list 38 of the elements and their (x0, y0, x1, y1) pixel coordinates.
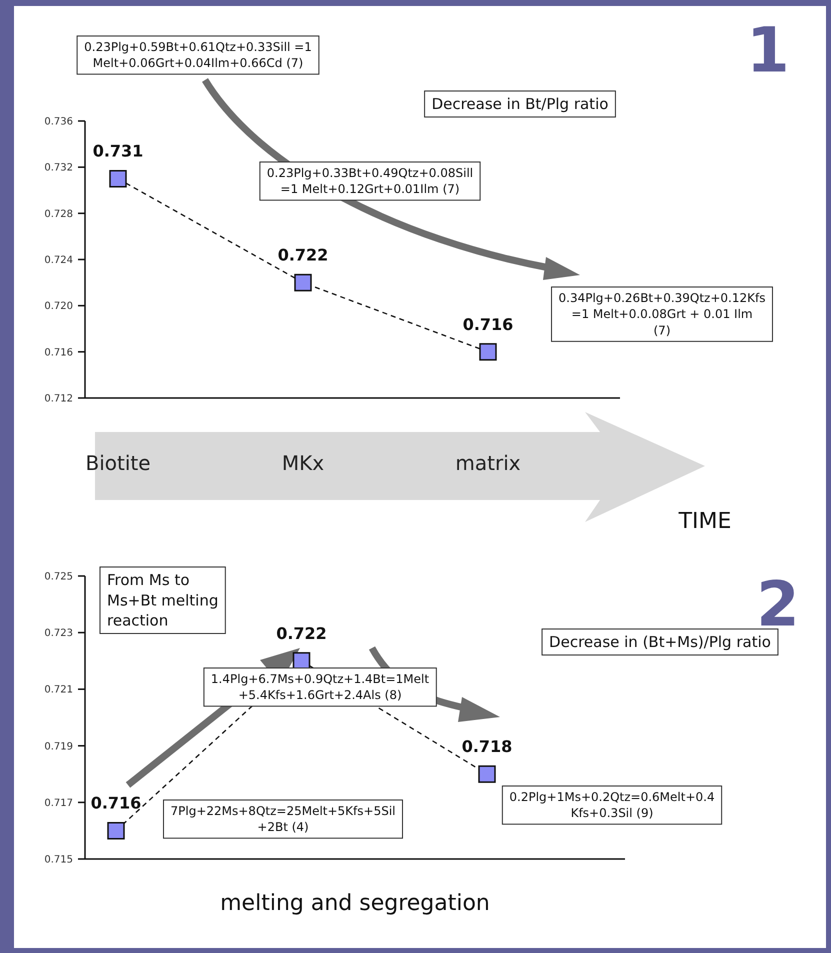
y-tick-label: 0.717 (44, 798, 73, 809)
y-tick-label: 0.725 (44, 572, 73, 582)
y-tick-label: 0.721 (44, 684, 73, 696)
y-tick-label: 0.723 (44, 628, 73, 640)
data-label: 0.722 (276, 624, 327, 643)
point (478, 765, 496, 783)
data-label: 0.731 (92, 142, 144, 161)
y-tick-label: 0.719 (44, 741, 73, 752)
data-label: 0.716 (90, 794, 142, 813)
x-axis-title: TIME (678, 509, 732, 534)
x-tick-label: Biotite (85, 451, 151, 475)
y-tick-label: 0.715 (44, 854, 73, 866)
text: Decrease in Bt/Plg ratio (432, 95, 608, 113)
data-label: 0.716 (462, 314, 514, 334)
x-tick-label: MKx (282, 451, 324, 475)
data-label: 0.722 (278, 246, 328, 265)
y-tick-label: 0.724 (44, 255, 73, 266)
point (479, 343, 497, 361)
text: 0.23Plg+0.59Bt+0.61Qtz+0.33Sill =1 Melt+0.06Grt+0.04Ilm+0.66Cd (7) (84, 40, 312, 70)
y-tick-label: 0.716 (44, 347, 73, 358)
point (294, 274, 312, 292)
annotation: 7Plg+22Ms+8Qtz=25Melt+5Kfs+5Sil +2Bt (4) (170, 804, 396, 834)
y-tick-label: 0.732 (44, 162, 73, 174)
y-tick-label: 0.712 (44, 394, 73, 404)
data-label: 0.718 (462, 737, 512, 756)
point (109, 170, 127, 188)
y-tick-label: 0.720 (44, 301, 73, 312)
point (107, 822, 125, 840)
annotation: 0.2Plg+1Ms+0.2Qtz=0.6Melt+0.4 Kfs+0.3Sil (9) (509, 790, 715, 820)
y-tick-label: 0.728 (44, 208, 73, 220)
annotation: 0.34Plg+0.26Bt+0.39Qtz+0.12Kfs =1 Melt+0.0.08Grt + 0.01 Ilm (7) (558, 291, 766, 338)
text: 1 (746, 14, 790, 87)
y-tick-label: 0.736 (44, 116, 73, 128)
x-tick-label: matrix (455, 451, 521, 475)
x-axis-title: melting and segregation (220, 891, 490, 916)
annotation: From Ms to Ms+Bt melting reaction (107, 571, 218, 630)
annotation: 1.4Plg+6.7Ms+0.9Qtz+1.4Bt=1Melt +5.4Kfs+1.6Grt+2.4Als (8) (210, 672, 430, 702)
annotation: 0.23Plg+0.33Bt+0.49Qtz+0.08Sill =1 Melt+0.12Grt+0.01Ilm (7) (266, 166, 474, 196)
